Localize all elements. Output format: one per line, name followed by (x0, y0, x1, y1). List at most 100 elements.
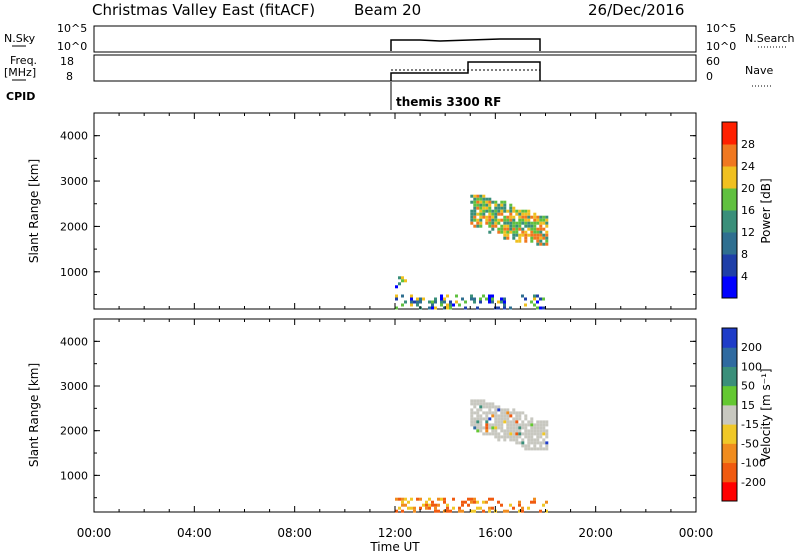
range-cell (509, 215, 513, 219)
range-cell (497, 218, 501, 222)
range-cell (470, 500, 473, 504)
range-cell (473, 212, 477, 216)
range-cell (509, 411, 513, 415)
range-cell (506, 408, 510, 412)
range-cell (542, 297, 545, 301)
range-cell (512, 215, 516, 219)
range-cell (497, 203, 501, 207)
range-cell (518, 503, 521, 507)
range-cell (515, 423, 519, 427)
range-cell (473, 426, 477, 430)
range-cell (488, 209, 492, 213)
range-cell (494, 206, 498, 210)
range-cell (542, 426, 546, 430)
range-cell (476, 218, 480, 222)
range-cell (485, 417, 489, 421)
range-cell (503, 411, 507, 415)
range-cell (539, 218, 543, 222)
range-cell (512, 435, 516, 439)
range-cell (404, 279, 407, 283)
range-cell (473, 200, 477, 204)
range-cell (398, 506, 401, 510)
range-cell (506, 435, 510, 439)
range-cell (449, 509, 452, 513)
range-cell (545, 420, 549, 424)
range-cell (476, 399, 480, 403)
range-cell (494, 426, 498, 430)
range-cell (530, 417, 534, 421)
range-cell (491, 221, 495, 225)
range-cell (521, 215, 525, 219)
range-cell (524, 426, 528, 430)
range-cell (395, 509, 398, 513)
range-cell (497, 206, 501, 210)
range-cell (488, 411, 492, 415)
range-cell (533, 297, 536, 301)
range-cell (518, 212, 522, 216)
colorbar-tick-label: 15 (741, 399, 755, 412)
range-cell (497, 420, 501, 424)
range-cell (530, 227, 534, 231)
range-cell (509, 209, 513, 213)
range-cell (434, 306, 437, 310)
range-cell (479, 209, 483, 213)
range-cell (536, 435, 540, 439)
colorbar-frame (721, 121, 738, 299)
range-cell (506, 432, 510, 436)
range-cell (542, 420, 546, 424)
range-cell (503, 200, 507, 204)
range-cell (503, 435, 507, 439)
range-cell (440, 300, 443, 304)
range-cell (521, 506, 524, 510)
range-cell (503, 209, 507, 213)
range-cell (530, 429, 534, 433)
colorbar-tick-label: 4 (741, 270, 748, 283)
range-cell (536, 221, 540, 225)
range-cell (518, 414, 522, 418)
colorbar-swatch (722, 276, 737, 299)
range-cell (419, 497, 422, 501)
range-cell (485, 432, 489, 436)
range-cell (401, 503, 404, 507)
range-cell (506, 233, 510, 237)
colorbar-frame (721, 327, 738, 502)
range-cell (494, 200, 498, 204)
range-cell (524, 435, 528, 439)
range-cell (494, 429, 498, 433)
velocity-cbar-label: Velocity [m s⁻¹] (759, 368, 773, 461)
range-cell (476, 221, 480, 225)
range-cell (536, 233, 540, 237)
range-cell (401, 279, 404, 283)
range-cell (500, 297, 503, 301)
range-cell (479, 414, 483, 418)
range-cell (491, 506, 494, 510)
range-cell (515, 230, 519, 234)
range-cell (497, 438, 501, 442)
range-cell (515, 239, 519, 243)
range-cell (473, 218, 477, 222)
range-cell (425, 503, 428, 507)
range-cell (536, 227, 540, 231)
range-cell (506, 423, 510, 427)
range-cell (476, 402, 480, 406)
x-tick-label: 16:00 (478, 526, 513, 540)
range-cell (413, 300, 416, 304)
range-cell (503, 221, 507, 225)
range-cell (503, 203, 507, 207)
range-cell (488, 297, 491, 301)
range-cell (476, 426, 480, 430)
range-cell (491, 429, 495, 433)
range-cell (470, 509, 473, 513)
range-cell (500, 300, 503, 304)
range-cell (542, 447, 546, 451)
range-cell (536, 438, 540, 442)
range-cell (515, 438, 519, 442)
range-cell (539, 239, 543, 243)
range-cell (401, 294, 404, 298)
range-cell (503, 417, 507, 421)
range-cell (476, 414, 480, 418)
range-cell (524, 417, 528, 421)
range-cell (539, 509, 542, 513)
range-cell (524, 303, 527, 307)
